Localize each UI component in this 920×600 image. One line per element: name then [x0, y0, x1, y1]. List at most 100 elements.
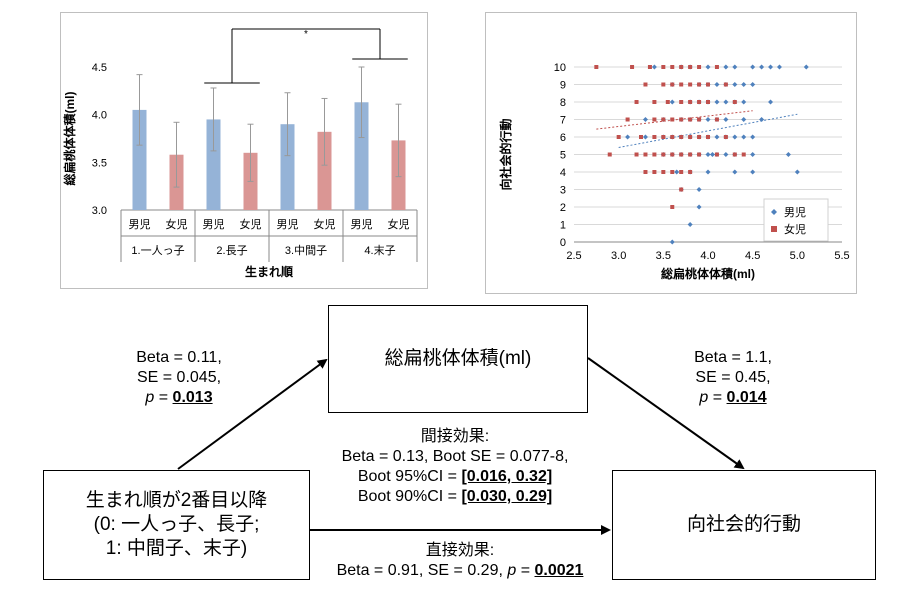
point-0-73	[803, 64, 809, 70]
indirect-effect-stats: 間接効果: Beta = 0.13, Boot SE = 0.077-8, Bo…	[300, 427, 610, 507]
y-tick-label-6: 6	[560, 132, 566, 144]
point-0-50	[714, 99, 720, 105]
point-1-43	[697, 100, 702, 104]
point-0-46	[669, 99, 675, 105]
path-a-p: p = 0.013	[145, 389, 213, 406]
path-b-se: SE = 0.45,	[695, 369, 771, 386]
y-tick-label-5: 5	[560, 150, 566, 162]
bar-6	[354, 102, 369, 210]
x-tick-label-5: 5.0	[790, 250, 805, 262]
point-1-17	[714, 152, 719, 157]
point-0-32	[732, 134, 738, 140]
point-1-19	[741, 152, 746, 157]
point-1-42	[688, 100, 693, 104]
point-0-51	[723, 99, 729, 105]
y-tick-label-10: 10	[554, 62, 566, 74]
x-tick-label-0: 2.5	[566, 250, 581, 262]
path-b-stats: Beta = 1.1, SE = 0.45, p = 0.014	[658, 348, 808, 408]
point-1-15	[688, 152, 693, 157]
point-0-62	[750, 82, 756, 87]
indirect-ci95: Boot 95%CI = [0.016, 0.32]	[357, 468, 553, 485]
x-tick-label-4: 4.5	[745, 250, 760, 262]
outcome-label: 向社会的行動	[686, 514, 801, 536]
group-label-1: 2.長子	[216, 244, 247, 257]
y-tick-label-1: 1	[560, 220, 566, 232]
point-1-5	[670, 170, 675, 174]
point-1-8	[607, 152, 612, 157]
point-0-67	[723, 64, 729, 70]
bar-chart: 3.0 3.5 4.0 4.5 男児 女児 男児 女児 男児 女児 男児 女児 1.一人っ子 2.長子 3.…	[62, 28, 418, 279]
point-1-9	[634, 152, 639, 157]
point-0-69	[750, 64, 756, 70]
significance-star: *	[304, 29, 308, 40]
x-tick-label-6: 5.5	[834, 250, 849, 262]
point-1-61	[697, 65, 702, 69]
point-0-33	[741, 134, 747, 140]
legend-marker-0	[771, 209, 777, 215]
path-a-se: SE = 0.045,	[136, 369, 222, 386]
x-axis-title: 生まれ順	[245, 264, 294, 279]
point-1-62	[714, 65, 719, 69]
path-b-p-value: 0.014	[726, 389, 767, 406]
indirect-ci90: Boot 90%CI = [0.030, 0.29]	[357, 488, 553, 505]
point-1-26	[688, 135, 693, 139]
x-tick-label-2: 3.5	[656, 250, 671, 262]
indirect-line-1: Beta = 0.13, Boot SE = 0.077-8,	[341, 448, 569, 465]
predictor-line-2: (0: 一人っ子、長子;	[93, 514, 260, 536]
legend-marker-1	[771, 226, 777, 232]
point-0-58	[714, 82, 720, 87]
point-0-10	[794, 169, 800, 175]
path-a-beta: Beta = 0.11,	[136, 349, 222, 366]
bar-2	[206, 119, 221, 210]
y-tick-label-9: 9	[560, 80, 566, 92]
point-1-3	[652, 170, 657, 174]
point-1-56	[647, 65, 652, 69]
point-0-45	[759, 117, 765, 122]
point-1-22	[652, 135, 657, 139]
point-0-1	[687, 222, 693, 227]
point-1-1	[679, 187, 684, 192]
legend-label-1: 女児	[784, 222, 806, 236]
category-label-5: 女児	[314, 217, 336, 231]
point-0-44	[741, 117, 747, 122]
direct-title: 直接効果:	[425, 542, 495, 559]
x-tick-label-3: 4.0	[700, 250, 715, 262]
point-0-23	[642, 134, 648, 140]
point-0-72	[776, 64, 782, 70]
point-1-35	[688, 117, 693, 122]
point-0-54	[768, 99, 774, 105]
group-label-3: 4.末子	[364, 243, 395, 257]
point-0-0	[669, 239, 675, 245]
y-tick-label-7: 7	[560, 115, 566, 127]
point-1-27	[697, 135, 702, 139]
point-1-53	[723, 82, 728, 87]
point-0-5	[674, 169, 680, 175]
point-1-10	[643, 152, 648, 157]
arrow-a	[177, 358, 328, 470]
y-tick-label-2: 4.0	[92, 110, 107, 122]
point-1-2	[643, 170, 648, 174]
point-0-17	[709, 152, 715, 157]
point-1-32	[661, 117, 666, 122]
point-1-50	[688, 82, 693, 87]
point-0-9	[750, 169, 756, 175]
point-0-22	[785, 152, 791, 157]
category-label-4: 男児	[277, 218, 299, 231]
path-b-p: p = 0.014	[699, 389, 767, 406]
point-0-53	[741, 99, 747, 105]
direct-effect-stats: 直接効果: Beta = 0.91, SE = 0.29, p = 0.0021	[300, 541, 620, 581]
point-0-16	[705, 152, 711, 157]
point-1-59	[679, 65, 684, 69]
y-axis-title: 向社会的行動	[498, 118, 513, 190]
point-1-7	[688, 170, 693, 174]
point-1-25	[679, 135, 684, 139]
mediator-label: 総扁桃体体積(ml)	[384, 348, 532, 370]
path-a-stats: Beta = 0.11, SE = 0.045, p = 0.013	[104, 348, 254, 408]
legend-box	[763, 198, 829, 242]
point-1-55	[630, 65, 635, 69]
category-label-1: 女児	[166, 217, 188, 231]
category-label-6: 男児	[351, 218, 373, 231]
point-0-4	[696, 187, 702, 192]
point-1-20	[616, 135, 621, 139]
